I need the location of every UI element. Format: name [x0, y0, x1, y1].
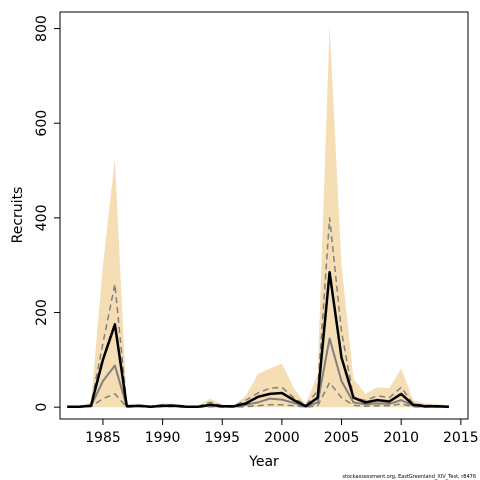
y-tick-label: 200 [34, 299, 50, 326]
x-tick-label: 1990 [145, 430, 181, 446]
median-line [67, 271, 449, 408]
x-tick-label: 2010 [383, 430, 419, 446]
x-tick-label: 1995 [204, 430, 240, 446]
y-tick-label: 800 [34, 15, 50, 42]
plot-frame [59, 11, 469, 420]
x-tick-label: 2015 [443, 430, 479, 446]
plot-layer [67, 26, 449, 408]
x-axis-title: Year [248, 454, 279, 470]
footnote: stockassessment.org, EastGreenland_XIV_T… [342, 474, 476, 480]
x-tick-label: 1985 [85, 430, 121, 446]
x-tick-label: 2005 [324, 430, 360, 446]
confidence-band [67, 26, 449, 408]
y-tick-label: 400 [34, 204, 50, 231]
x-axis: 1985 1990 1995 2000 2005 2010 2015 [85, 419, 479, 446]
y-axis-title: Recruits [10, 187, 26, 244]
y-tick-label: 600 [34, 110, 50, 137]
y-tick-label: 0 [34, 403, 50, 412]
x-tick-label: 2000 [264, 430, 300, 446]
y-axis: 0 200 400 600 800 [34, 15, 60, 412]
